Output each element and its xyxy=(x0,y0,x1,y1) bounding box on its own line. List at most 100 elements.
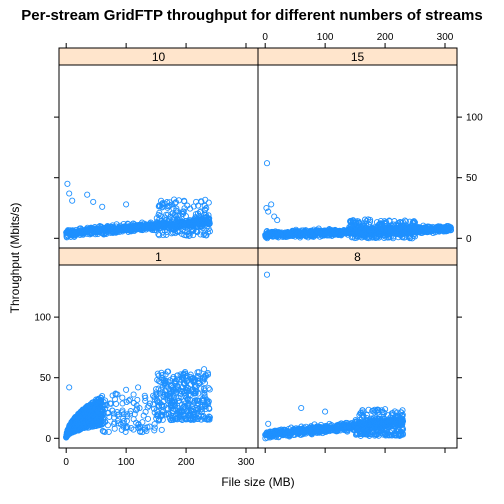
data-point xyxy=(119,228,126,235)
data-point xyxy=(391,418,398,426)
x-tick-label: 200 xyxy=(377,32,394,43)
data-point xyxy=(391,432,398,439)
data-point xyxy=(346,227,353,234)
data-point xyxy=(128,228,135,235)
data-point xyxy=(360,413,367,420)
data-point xyxy=(382,406,389,413)
data-point xyxy=(140,412,147,419)
data-point xyxy=(194,400,202,407)
data-point xyxy=(275,229,282,236)
data-point xyxy=(360,431,367,438)
data-point xyxy=(123,386,130,393)
data-point xyxy=(163,199,171,206)
panel-strip-label: 1 xyxy=(155,250,162,264)
x-tick-label: 0 xyxy=(63,457,69,468)
data-point xyxy=(164,204,171,211)
data-point xyxy=(312,229,319,236)
data-point xyxy=(201,366,208,373)
data-point xyxy=(142,397,149,404)
data-point xyxy=(364,226,371,233)
data-point xyxy=(88,230,95,237)
data-point xyxy=(128,224,135,232)
data-point xyxy=(190,227,197,234)
data-point xyxy=(142,224,149,231)
data-point xyxy=(295,428,302,435)
y-tick-label: 0 xyxy=(466,234,472,245)
data-point xyxy=(169,375,176,382)
data-point xyxy=(399,231,406,238)
panel-points xyxy=(262,160,454,242)
data-point xyxy=(165,368,172,375)
data-point xyxy=(184,229,191,236)
y-axis-ticks xyxy=(54,116,59,239)
y-tick-label: 100 xyxy=(34,313,51,324)
data-point xyxy=(141,424,149,431)
data-point xyxy=(169,397,176,404)
data-point xyxy=(120,225,127,232)
data-point xyxy=(180,404,187,411)
data-point xyxy=(396,219,404,226)
data-point xyxy=(185,415,192,422)
data-point xyxy=(322,408,329,415)
data-point xyxy=(389,410,396,417)
data-point xyxy=(180,220,187,227)
data-point xyxy=(327,229,334,237)
panel-10: 10 xyxy=(54,43,259,249)
data-point xyxy=(145,402,152,409)
data-point xyxy=(69,231,76,238)
data-point xyxy=(374,423,381,431)
data-point xyxy=(122,428,129,435)
data-point xyxy=(80,423,87,430)
data-point xyxy=(313,429,320,436)
data-point xyxy=(114,391,121,398)
data-point xyxy=(268,432,275,439)
data-point xyxy=(358,232,366,239)
data-point xyxy=(299,425,306,432)
data-point xyxy=(187,381,194,388)
data-point xyxy=(268,429,275,436)
data-point xyxy=(139,429,146,436)
data-point xyxy=(399,421,406,428)
data-point xyxy=(366,416,374,423)
data-point xyxy=(390,233,397,240)
data-point xyxy=(171,196,178,203)
data-point xyxy=(71,419,78,426)
data-point xyxy=(193,382,200,390)
data-point xyxy=(204,222,211,230)
panel-strip-label: 10 xyxy=(152,50,166,64)
data-point xyxy=(198,198,205,205)
data-point xyxy=(159,402,166,409)
data-point xyxy=(144,424,151,431)
data-point xyxy=(382,422,389,429)
data-point xyxy=(104,422,111,429)
data-point xyxy=(188,415,195,422)
data-point xyxy=(206,414,213,421)
y-tick-label: 0 xyxy=(45,434,51,445)
data-point xyxy=(110,225,117,232)
data-point xyxy=(196,216,203,223)
data-point xyxy=(138,219,146,226)
data-point xyxy=(114,417,121,425)
data-point xyxy=(181,197,188,204)
data-point xyxy=(169,415,176,422)
data-point xyxy=(202,402,209,409)
data-point xyxy=(173,205,180,212)
data-point xyxy=(373,408,380,415)
data-point xyxy=(131,411,138,418)
data-point xyxy=(331,229,338,236)
data-point xyxy=(151,421,158,428)
panel-points xyxy=(63,180,213,241)
data-point xyxy=(151,424,158,431)
data-point xyxy=(178,209,185,216)
data-point xyxy=(354,427,361,434)
data-point xyxy=(189,412,197,419)
data-point xyxy=(323,423,330,430)
data-point xyxy=(399,234,406,241)
data-point xyxy=(174,217,181,224)
data-point xyxy=(190,203,197,210)
data-point xyxy=(103,228,110,235)
data-point xyxy=(158,217,166,225)
data-point xyxy=(69,228,76,235)
data-point xyxy=(183,386,190,393)
data-point xyxy=(385,230,392,237)
